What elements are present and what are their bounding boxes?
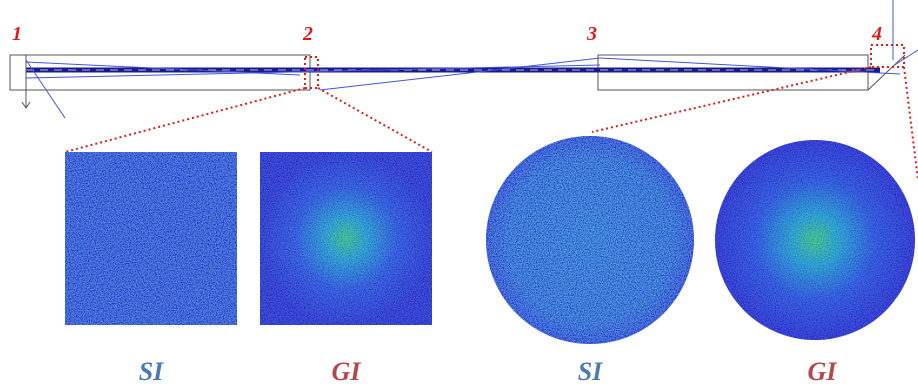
panel-label: GI (808, 357, 838, 386)
optical-layout (10, 0, 918, 118)
panel-label: GI (332, 357, 362, 386)
marker: 2 (302, 23, 313, 45)
marker: 1 (12, 23, 22, 45)
marker: 4 (871, 23, 882, 45)
panel-label: SI (578, 357, 603, 386)
panel-label: SI (139, 357, 164, 386)
panel-images (65, 136, 915, 344)
marker: 3 (586, 23, 597, 45)
figure: 1 2 3 4 SI GI SI GI (0, 0, 918, 389)
